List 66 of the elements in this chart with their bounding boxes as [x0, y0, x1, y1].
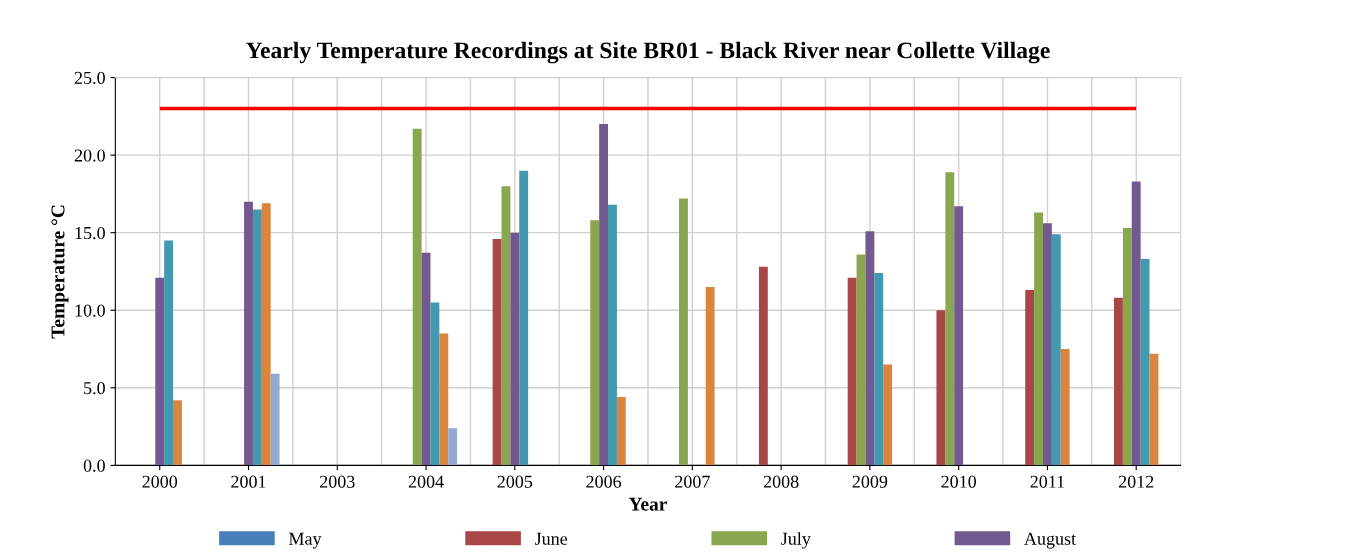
bar: [1043, 223, 1052, 466]
bar: [261, 203, 271, 466]
bar: [448, 428, 458, 466]
bar: [501, 186, 511, 466]
y-tick-label: 20.0: [74, 149, 105, 162]
bar: [519, 170, 529, 466]
bar: [439, 333, 449, 466]
bar: [616, 397, 626, 466]
y-tick-label: 5.0: [84, 382, 105, 395]
x-tick-label: 2006: [586, 475, 622, 488]
x-tick-label: 2007: [675, 475, 710, 488]
x-tick-label: 2001: [231, 475, 266, 488]
x-tick-label: 2010: [941, 475, 977, 488]
bar: [1140, 259, 1150, 466]
bar: [252, 209, 262, 466]
bar: [599, 124, 609, 466]
legend-label: July: [781, 532, 811, 549]
bar: [679, 198, 688, 466]
bar: [945, 172, 955, 466]
bar: [874, 273, 884, 466]
bar: [705, 286, 715, 466]
y-tick-label: 10.0: [75, 304, 105, 317]
bar: [936, 310, 946, 466]
bar: [608, 204, 617, 466]
bar: [1025, 290, 1035, 466]
bar: [1060, 349, 1070, 466]
bar: [1122, 228, 1132, 466]
bar: [155, 277, 165, 466]
x-axis-title: Year: [628, 497, 667, 511]
bar: [865, 231, 875, 466]
bar: [883, 364, 893, 466]
bar: [1114, 297, 1123, 466]
bar: [173, 400, 182, 466]
y-tick-label: 15.0: [75, 226, 105, 240]
bar: [758, 266, 768, 466]
bar: [590, 220, 600, 466]
bar: [1131, 181, 1141, 466]
x-tick-label: 2011: [1030, 475, 1065, 488]
x-tick-label: 2004: [408, 475, 444, 488]
x-tick-label: 2000: [142, 475, 178, 488]
bar: [430, 302, 440, 466]
bar: [847, 277, 857, 466]
y-tick-label: 0.0: [83, 459, 105, 472]
bar: [421, 252, 431, 466]
x-tick-label: 2005: [497, 475, 533, 488]
bar: [510, 232, 520, 466]
bar: [856, 254, 866, 466]
chart-title: Yearly Temperature Recordings at Site BR01 - Black River near Collette Village: [246, 41, 1050, 64]
bar: [1149, 353, 1159, 466]
bar: [164, 240, 174, 466]
x-tick-label: 2009: [852, 475, 888, 488]
bar: [954, 206, 964, 466]
x-tick-label: 2003: [320, 475, 355, 488]
x-tick-label: 2012: [1118, 475, 1154, 488]
bar: [1034, 212, 1043, 466]
bar: [492, 238, 502, 466]
y-tick-label: 25.0: [74, 71, 105, 85]
legend-label: June: [534, 532, 568, 545]
bar: [1051, 234, 1061, 466]
bar: [412, 128, 422, 466]
x-tick-label: 2008: [763, 475, 799, 488]
y-axis-title: Temperature °C: [51, 205, 69, 339]
bar: [270, 373, 280, 466]
legend-label: August: [1024, 532, 1076, 549]
legend-label: May: [288, 532, 322, 549]
bar: [244, 201, 253, 466]
